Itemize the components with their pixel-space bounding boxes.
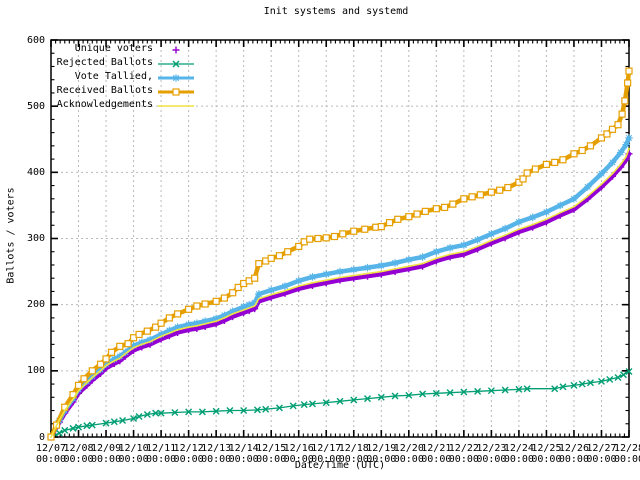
x-tick-label: 12/28 00:00 — [613, 443, 640, 465]
legend-sample-unique-voters — [157, 42, 195, 56]
x-tick-label: 12/09 00:00 — [90, 443, 122, 465]
series-vote-tallied — [47, 134, 633, 441]
x-tick-label: 12/15 00:00 — [256, 443, 287, 465]
series-acknowledgements — [50, 147, 630, 438]
x-tick-label: 12/23 00:00 — [476, 443, 507, 465]
legend-sample-vote-tallied — [157, 70, 195, 84]
legend-sample-received-ballots — [157, 84, 195, 98]
legend-row-received-ballots: Received Ballots — [53, 84, 195, 98]
x-tick-label: 12/26 00:00 — [558, 443, 589, 465]
y-tick-label: 100 — [26, 365, 45, 377]
legend-sample-acknowledgements — [157, 98, 195, 112]
x-tick-label: 12/24 00:00 — [503, 443, 534, 465]
legend-row-acknowledgements: Acknowledgements — [53, 98, 195, 112]
x-tick-label: 12/08 00:00 — [63, 443, 94, 465]
x-tick-label: 12/21 00:00 — [421, 443, 452, 465]
x-tick-label: 12/14 00:00 — [228, 443, 259, 465]
series-received-ballots — [47, 67, 633, 441]
series-unique-voters — [47, 150, 633, 441]
y-tick-label: 0 — [38, 431, 45, 443]
y-tick-label: 200 — [26, 299, 45, 311]
legend-row-unique-voters: Unique voters — [53, 42, 195, 56]
series-rejected-ballots — [47, 368, 633, 441]
x-tick-label: 12/20 00:00 — [393, 443, 424, 465]
x-tick-label: 12/07 00:00 — [35, 443, 67, 465]
legend-row-rejected-ballots: Rejected Ballots — [53, 56, 195, 70]
x-tick-label: 12/11 00:00 — [146, 443, 177, 465]
x-axis-title: Date/Time (UTC) — [294, 460, 386, 471]
chart-title: Init systems and systemd — [263, 6, 409, 17]
legend-row-vote-tallied: Vote Tallied, — [53, 70, 195, 84]
legend-label-received-ballots: Received Ballots — [56, 85, 153, 96]
x-tick-label: 12/16 00:00 — [283, 443, 314, 465]
y-tick-label: 500 — [26, 100, 45, 112]
x-tick-label: 12/17 00:00 — [311, 443, 342, 465]
legend-label-acknowledgements: Acknowledgements — [56, 99, 153, 110]
y-tick-label: 600 — [26, 34, 45, 46]
x-tick-label: 12/19 00:00 — [366, 443, 397, 465]
x-tick-label: 12/22 00:00 — [448, 443, 479, 465]
x-tick-label: 12/13 00:00 — [201, 443, 232, 465]
legend: Unique voters Rejected Ballots Vote Tall… — [53, 42, 195, 112]
y-tick-label: 300 — [26, 233, 45, 244]
x-tick-label: 12/10 00:00 — [118, 443, 149, 465]
legend-label-vote-tallied: Vote Tallied, — [74, 71, 153, 82]
x-tick-label: 12/25 00:00 — [531, 443, 562, 465]
legend-label-rejected-ballots: Rejected Ballots — [56, 57, 153, 68]
x-tick-label: 12/12 00:00 — [173, 443, 204, 465]
legend-label-unique-voters: Unique voters — [74, 43, 153, 54]
x-tick-label: 12/18 00:00 — [338, 443, 369, 465]
x-tick-label: 12/27 00:00 — [586, 443, 617, 465]
legend-sample-rejected-ballots — [157, 56, 195, 70]
y-tick-label: 400 — [26, 166, 45, 178]
